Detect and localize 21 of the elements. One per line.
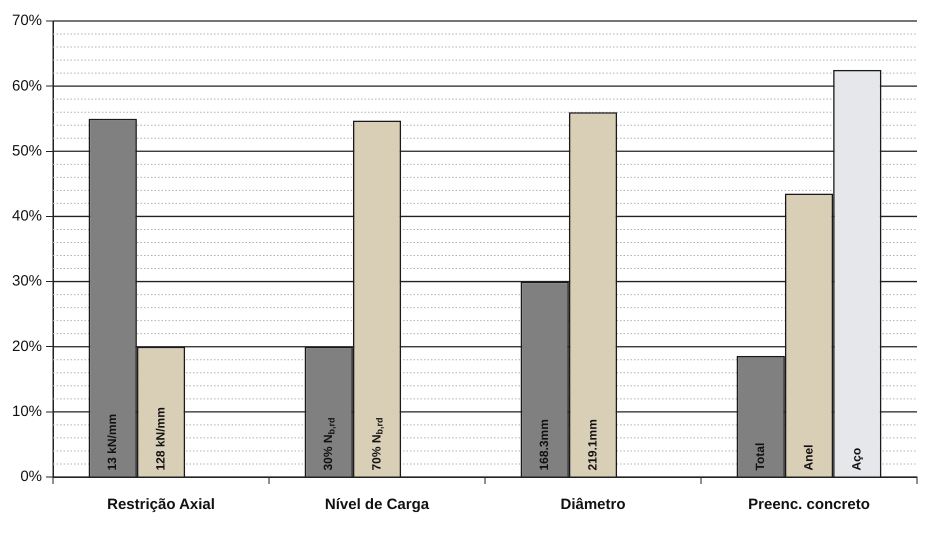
annotation: Anel [801,444,816,470]
annotation: Aço [850,448,864,470]
y-tick-label: 40% [12,208,42,225]
annotation: 30% Nb,rd [321,417,336,470]
y-tick-label: 0% [20,468,42,486]
x-tick-label: Restrição Axial [107,496,215,514]
annotation: 13 kN/mm [105,414,120,470]
y-tick-label: 70% [12,12,42,30]
x-tick-label: Preenc. concreto [748,496,870,514]
annotation: Total [753,442,768,470]
y-tick-label: 20% [12,338,42,355]
y-tick-label: 10% [12,403,42,420]
annotation: 168.3mm [537,419,552,470]
y-tick-label: 60% [12,77,42,94]
annotation: 70% Nb,rd [369,417,384,470]
annotation: 128 kN/mm [153,407,168,470]
y-tick-label: 30% [12,272,42,290]
y-tick-label: 50% [12,142,42,160]
annotation: 219.1mm [585,419,600,470]
x-tick-label: Nível de Carga [324,496,430,514]
x-tick-label: Diâmetro [560,496,626,514]
